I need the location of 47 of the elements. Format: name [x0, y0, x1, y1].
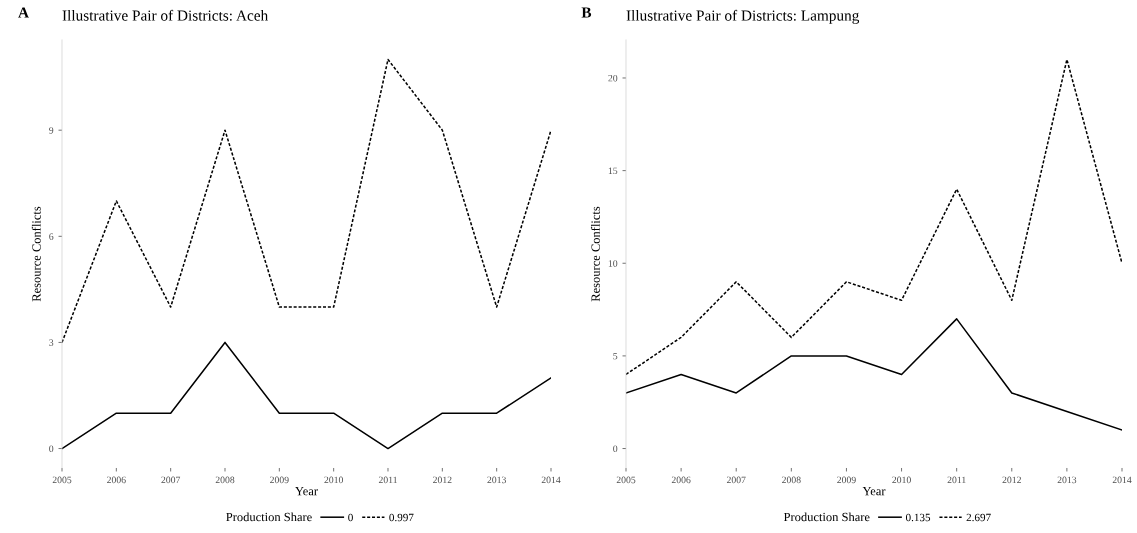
x-tick-label: 2013 [487, 476, 507, 484]
legend-label: 0.135 [905, 513, 931, 522]
legend-label: 2.697 [966, 513, 991, 522]
x-tick-label: 2005 [616, 476, 636, 484]
x-tick-label: 2008 [215, 476, 235, 484]
x-tick-label: 2010 [324, 476, 344, 484]
y-tick-label: 10 [608, 260, 618, 267]
line-series [62, 341, 551, 450]
line-series [626, 58, 1122, 376]
x-tick-label: 2009 [837, 476, 856, 484]
x-tick-label: 2005 [52, 476, 72, 484]
y-tick-label: 5 [613, 352, 618, 360]
line-series [626, 318, 1122, 431]
legend-title: Production Share [783, 512, 870, 522]
x-tick-label: 2013 [1057, 476, 1077, 484]
x-tick-label: 2014 [1112, 476, 1132, 484]
x-tick-label: 2007 [726, 476, 746, 484]
x-axis-title: Year [862, 487, 886, 496]
x-tick-label: 2006 [107, 476, 126, 484]
legend-label: 0.997 [389, 513, 414, 522]
y-tick-label: 9 [49, 127, 54, 134]
chart-title: Illustrative Pair of Districts: Lampung [626, 9, 860, 24]
x-tick-label: 2011 [947, 476, 966, 484]
x-tick-label: 2012 [1002, 476, 1021, 484]
line-series [62, 58, 551, 344]
legend-title: Production Share [226, 512, 312, 522]
x-tick-label: 2009 [270, 476, 289, 484]
x-tick-label: 2014 [541, 476, 561, 484]
x-tick-label: 2008 [782, 476, 801, 484]
y-axis-title: Resource Conflicts [590, 206, 600, 302]
x-tick-label: 2006 [671, 476, 691, 484]
chart-title: Illustrative Pair of Districts: Aceh [62, 9, 269, 21]
legend-label: 0 [348, 513, 353, 522]
text: A [18, 7, 29, 18]
text: B [581, 7, 592, 18]
y-tick-label: 0 [49, 445, 54, 453]
x-tick-label: 2012 [433, 476, 452, 484]
y-axis-title: Resource Conflicts [31, 206, 41, 302]
y-tick-label: 15 [608, 167, 618, 175]
y-tick-label: 20 [608, 74, 618, 82]
y-tick-label: 6 [49, 233, 54, 240]
x-tick-label: 2007 [161, 476, 181, 484]
x-tick-label: 2010 [892, 476, 911, 484]
x-tick-label: 2011 [378, 476, 397, 484]
y-tick-label: 0 [613, 445, 618, 453]
x-axis-title: Year [295, 487, 318, 496]
y-tick-label: 3 [49, 339, 54, 346]
